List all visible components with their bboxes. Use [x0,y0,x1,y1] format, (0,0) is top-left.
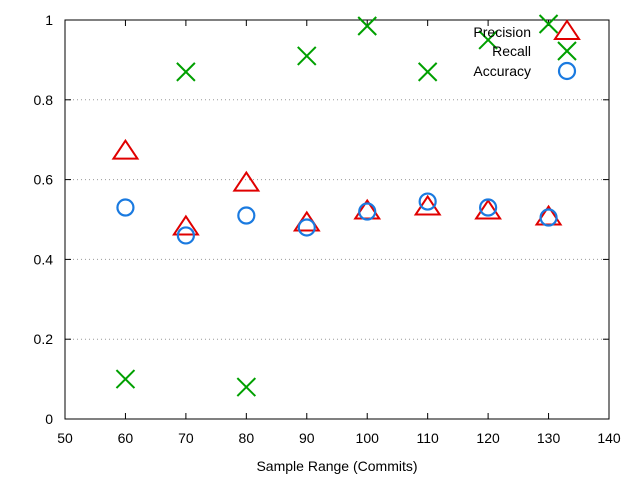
legend: Precision Recall Accuracy [473,19,581,81]
recall-point [357,16,377,36]
precision-point [172,214,200,236]
recall-point [297,46,317,66]
y-tick-label: 0 [45,411,53,427]
legend-marker-accuracy [557,61,577,81]
accuracy-point [358,202,377,221]
x-tick-label: 70 [178,430,194,446]
grid-lines [65,99,609,340]
x-tick-label: 130 [537,430,561,446]
recall-point [115,369,136,389]
recall-point [176,62,196,82]
x-tick-label: 100 [356,430,380,446]
x-tick-label: 110 [417,430,440,446]
x-tick-label: 140 [597,430,621,446]
legend-marker-precision [553,19,581,40]
legend-marker-recall [557,41,577,61]
plot-frame [64,19,610,420]
accuracy-point [479,198,498,217]
cross-stroke [557,41,577,61]
x-axis-label: Sample Range (Commits) [256,458,417,474]
data-marks [111,14,563,397]
tick-labels: 0 0.2 0.4 0.6 0.8 1 50 60 70 80 90 100 110 120 130 140 [34,12,621,446]
precision-point [232,170,261,192]
recall-point [417,62,438,82]
legend-label-precision: Precision [473,24,531,40]
x-tick-label: 60 [118,430,134,446]
accuracy-point [237,206,256,225]
y-tick-label: 1 [45,12,53,28]
recall-point [478,30,498,50]
cross-stroke [538,14,559,34]
precision-point [474,198,502,220]
axis-ticks [64,19,610,420]
y-tick-label: 0.4 [34,251,54,267]
accuracy-point [539,208,558,227]
x-tick-label: 50 [57,430,73,446]
cross-stroke [357,16,377,36]
y-tick-label: 0.8 [34,92,54,108]
cross-stroke [176,62,196,82]
y-tick-label: 0.6 [34,172,54,188]
cross-stroke [478,30,498,50]
accuracy-point [297,218,316,237]
legend-label-recall: Recall [492,43,531,59]
x-tick-label: 90 [299,430,315,446]
cross-stroke [417,62,438,82]
x-tick-label: 80 [239,430,255,446]
recall-point [538,14,559,34]
cross-stroke [297,46,317,66]
accuracy-point [418,192,437,211]
cross-stroke [115,369,136,389]
cross-stroke [236,377,257,397]
legend-label-accuracy: Accuracy [473,63,531,79]
accuracy-point [116,198,135,217]
precision-point [111,138,140,160]
recall-point [236,377,257,397]
y-tick-label: 0.2 [34,331,54,347]
x-tick-label: 120 [476,430,500,446]
accuracy-point [176,226,195,245]
